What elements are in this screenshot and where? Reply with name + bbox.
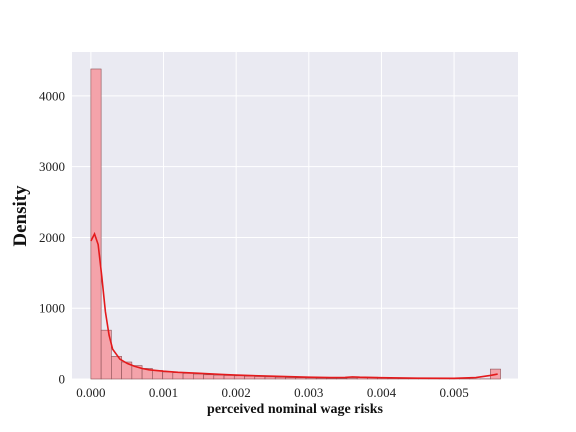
histogram-bar: [90, 68, 102, 380]
x-tick-label: 0.003: [294, 385, 323, 400]
histogram-bar: [100, 329, 112, 380]
histogram-bar: [162, 371, 174, 380]
histogram-bar: [244, 375, 256, 380]
y-axis-label: Density: [10, 185, 31, 247]
histogram-bars: [90, 68, 501, 380]
y-tick-label: 4000: [39, 88, 65, 103]
y-tick-label: 1000: [39, 301, 65, 316]
histogram-bar: [336, 377, 348, 380]
histogram-bar: [193, 373, 204, 380]
x-tick-label: 0.002: [222, 385, 251, 400]
histogram-bar: [172, 372, 184, 380]
y-tick-label: 3000: [39, 159, 65, 174]
histogram-bar: [182, 373, 194, 380]
y-tick-label: 2000: [39, 230, 65, 245]
kde-curve: [90, 231, 498, 380]
histogram-bar: [203, 374, 215, 380]
y-tick-label: 0: [59, 372, 66, 387]
histogram-bar: [152, 370, 163, 380]
x-tick-labels: 0.000 0.001 0.002 0.003 0.004 0.005: [76, 385, 468, 400]
histogram-bar: [213, 374, 225, 380]
histogram-bar: [326, 377, 337, 380]
histogram-bar: [254, 376, 266, 380]
x-tick-label: 0.001: [149, 385, 178, 400]
x-axis-label: perceived nominal wage risks: [207, 402, 383, 417]
plot-area: [72, 52, 518, 379]
histogram-bar: [264, 376, 276, 380]
x-tick-label: 0.004: [367, 385, 397, 400]
histogram-bar: [274, 376, 286, 380]
histogram-bar: [233, 375, 245, 380]
histogram-bar: [346, 377, 358, 380]
histogram-bar: [295, 377, 307, 380]
y-tick-labels: 0 1000 2000 3000 4000: [39, 88, 65, 386]
histogram-bar: [223, 375, 235, 380]
x-tick-label: 0.005: [439, 385, 468, 400]
x-tick-label: 0.000: [76, 385, 105, 400]
histogram-bar: [285, 377, 297, 380]
